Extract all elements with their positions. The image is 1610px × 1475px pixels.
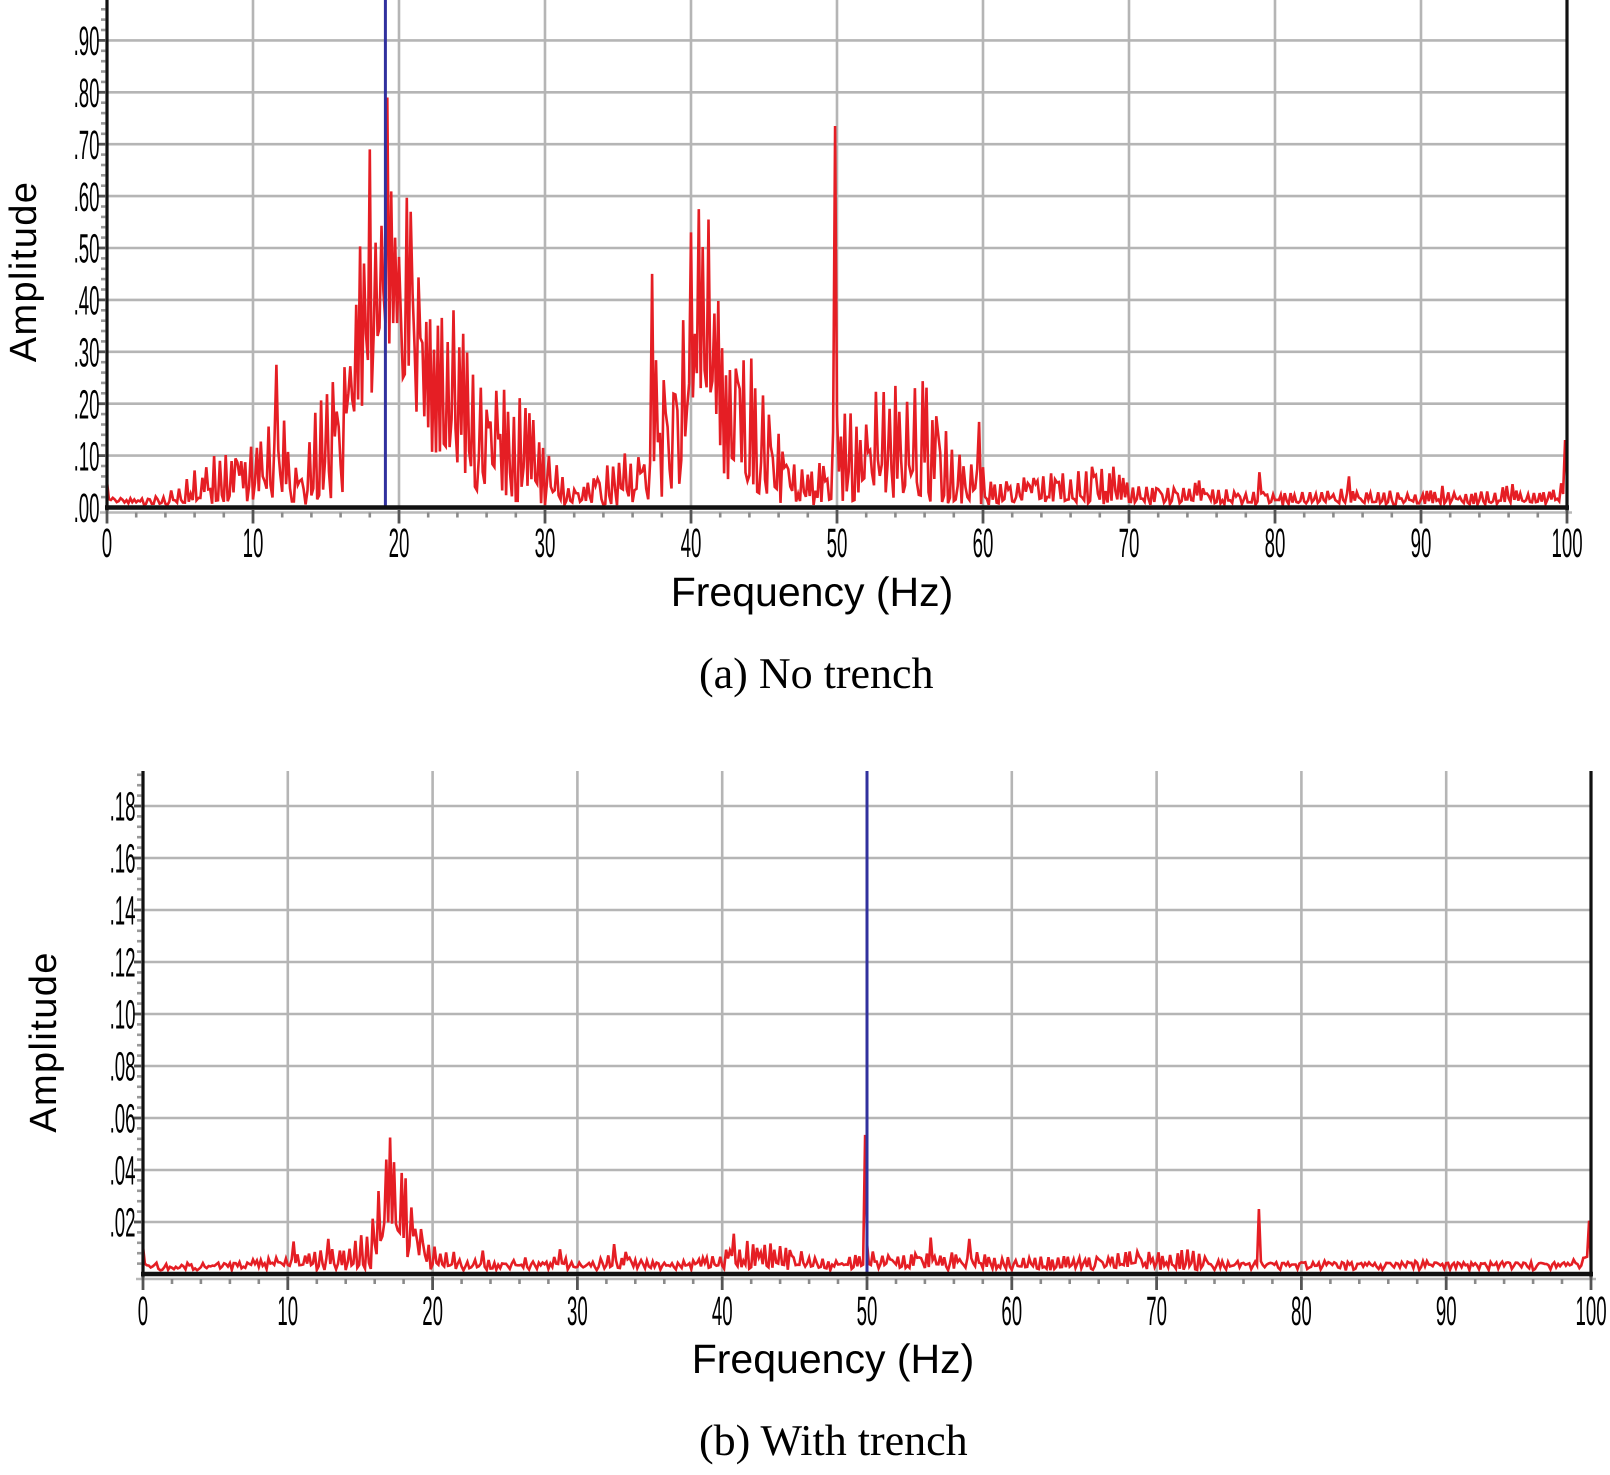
svg-text:Amplitude: Amplitude	[23, 951, 65, 1133]
svg-text:.06: .06	[110, 1096, 136, 1142]
svg-text:10: 10	[243, 520, 264, 566]
svg-text:.10: .10	[110, 992, 136, 1038]
svg-text:.60: .60	[74, 174, 100, 220]
svg-text:0: 0	[102, 520, 112, 566]
svg-text:10: 10	[277, 1288, 298, 1334]
svg-text:70: 70	[1146, 1288, 1167, 1334]
svg-text:.40: .40	[74, 278, 100, 324]
svg-text:30: 30	[567, 1288, 588, 1334]
svg-text:.02: .02	[110, 1200, 136, 1246]
svg-text:.10: .10	[74, 433, 100, 479]
svg-text:80: 80	[1291, 1288, 1312, 1334]
svg-text:.30: .30	[74, 330, 100, 376]
svg-text:70: 70	[1119, 520, 1140, 566]
svg-text:.14: .14	[110, 888, 136, 934]
svg-text:30: 30	[535, 520, 556, 566]
svg-text:80: 80	[1265, 520, 1286, 566]
svg-text:100: 100	[1551, 520, 1582, 566]
svg-text:40: 40	[681, 520, 702, 566]
svg-text:60: 60	[973, 520, 994, 566]
svg-text:.20: .20	[74, 381, 100, 427]
svg-text:20: 20	[422, 1288, 443, 1334]
svg-text:.00: .00	[74, 485, 100, 531]
svg-text:.12: .12	[110, 940, 136, 986]
svg-text:Amplitude: Amplitude	[3, 181, 45, 363]
svg-text:.80: .80	[74, 70, 100, 116]
svg-text:(a) No trench: (a) No trench	[699, 649, 934, 698]
svg-text:.50: .50	[74, 226, 100, 272]
svg-text:.08: .08	[110, 1044, 136, 1090]
svg-text:.70: .70	[74, 122, 100, 168]
svg-text:.90: .90	[74, 18, 100, 64]
svg-text:0: 0	[138, 1288, 148, 1334]
svg-text:(b) With trench: (b) With trench	[699, 1416, 968, 1465]
svg-text:40: 40	[712, 1288, 733, 1334]
svg-text:Frequency (Hz): Frequency (Hz)	[671, 569, 954, 615]
svg-text:90: 90	[1411, 520, 1432, 566]
svg-text:.16: .16	[110, 836, 136, 882]
svg-text:50: 50	[857, 1288, 878, 1334]
svg-text:20: 20	[389, 520, 410, 566]
svg-text:90: 90	[1436, 1288, 1457, 1334]
svg-text:.04: .04	[110, 1148, 136, 1194]
svg-text:.18: .18	[110, 784, 136, 830]
svg-text:100: 100	[1575, 1288, 1606, 1334]
svg-text:50: 50	[827, 520, 848, 566]
svg-text:Frequency (Hz): Frequency (Hz)	[692, 1336, 975, 1382]
svg-text:60: 60	[1001, 1288, 1022, 1334]
